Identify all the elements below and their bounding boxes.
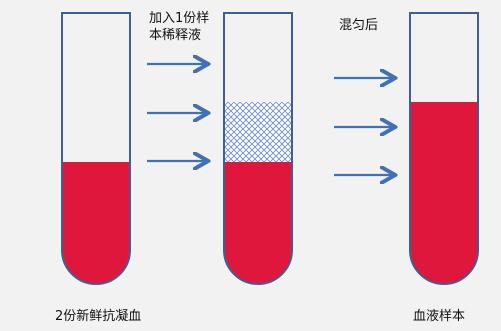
tube-middle-outline: [223, 12, 293, 285]
tube-fresh-blood-fill: [62, 162, 130, 284]
step-add-diluent-label: 加入1份样 本稀释液: [149, 10, 209, 44]
step-add-diluent-line2: 本稀释液: [149, 28, 202, 43]
step-mix-label: 混匀后: [339, 18, 379, 33]
tube-blood-with-diluent: [223, 12, 293, 285]
step-add-diluent-line1: 加入1份样: [149, 11, 210, 26]
tube-middle-blood-fill: [224, 162, 292, 284]
tube-sample-outline: [409, 12, 479, 285]
blood-sample-caption: 血液样本: [413, 309, 466, 324]
tube-fresh-blood: [61, 12, 131, 285]
diluent-layer: [224, 102, 292, 162]
tube-blood-sample: [409, 12, 479, 285]
tube-fresh-blood-outline: [61, 12, 131, 285]
fresh-blood-caption: 2份新鲜抗凝血: [55, 309, 142, 324]
tube-sample-fill: [410, 102, 478, 284]
arrows-add-diluent: [147, 64, 206, 161]
arrows-mix: [334, 78, 393, 175]
